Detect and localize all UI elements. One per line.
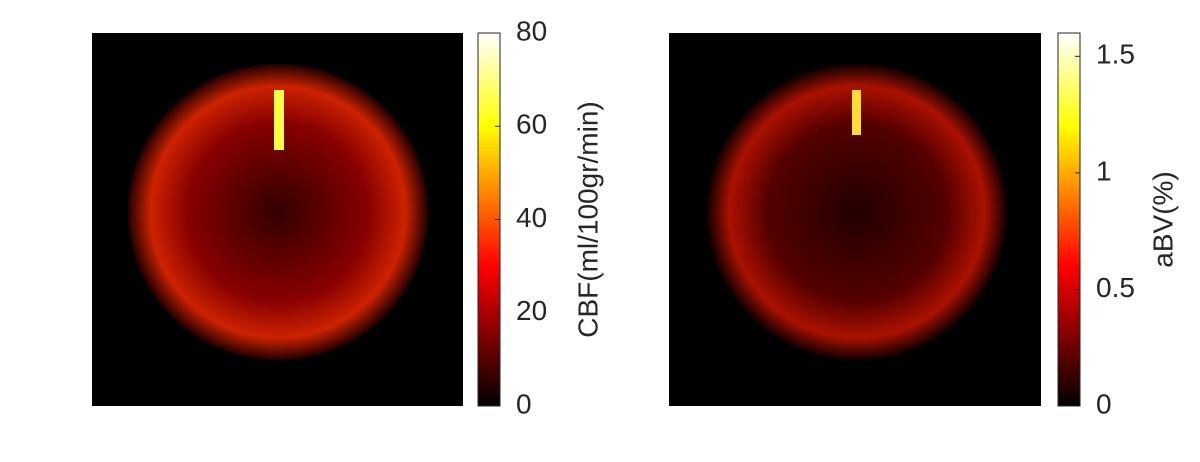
colorbar-tick-label: 80 — [516, 15, 547, 46]
brain-map — [707, 64, 1007, 360]
colorbar-tick-label: 1.5 — [1096, 39, 1135, 70]
colorbar-tick-label: 60 — [516, 109, 547, 140]
colorbar-label: CBF(ml/100gr/min) — [572, 101, 603, 337]
colorbar-tick-label: 0.5 — [1096, 272, 1135, 303]
colorbar-tick-label: 0 — [516, 388, 532, 419]
colorbar-tick-label: 40 — [516, 202, 547, 233]
highlight — [852, 90, 861, 135]
colorbar-label: aBV(%) — [1147, 171, 1178, 267]
colorbar-tick-label: 1 — [1096, 155, 1112, 186]
colorbar-tick-label: 20 — [516, 295, 547, 326]
brain-map — [128, 64, 428, 360]
map-panel — [92, 32, 501, 407]
map-panel — [669, 32, 1081, 407]
highlight — [274, 90, 284, 150]
colorbar — [1057, 32, 1081, 407]
colorbar-tick-label: 0 — [1096, 388, 1112, 419]
